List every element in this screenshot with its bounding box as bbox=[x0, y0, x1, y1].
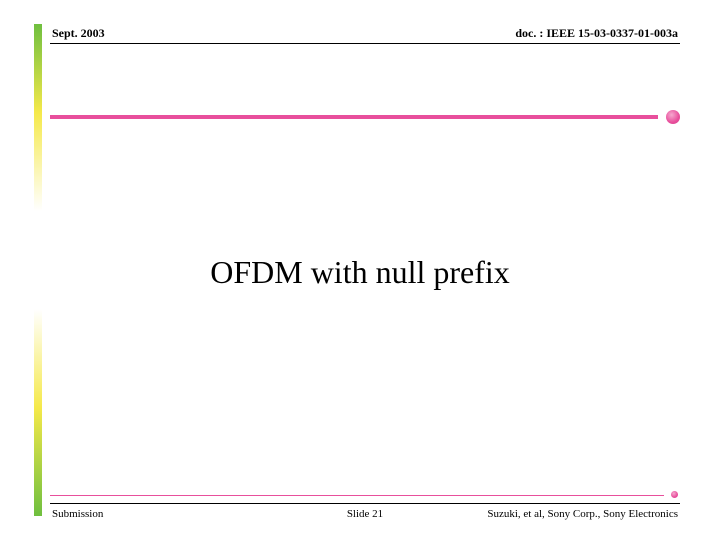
header-doc-id: doc. : IEEE 15-03-0337-01-003a bbox=[515, 26, 678, 41]
footer-slide-number: Slide 21 bbox=[50, 508, 680, 520]
title-accent bbox=[50, 110, 680, 122]
footer-accent-dot-icon bbox=[671, 491, 678, 498]
footer-accent-line bbox=[50, 495, 664, 497]
accent-line bbox=[50, 115, 658, 119]
accent-dot-icon bbox=[666, 110, 680, 124]
slide-footer: Submission Slide 21 Suzuki, et al, Sony … bbox=[50, 506, 680, 522]
footer-divider bbox=[50, 503, 680, 504]
slide-title: OFDM with null prefix bbox=[0, 254, 720, 291]
header-date: Sept. 2003 bbox=[52, 26, 105, 41]
slide-header: Sept. 2003 doc. : IEEE 15-03-0337-01-003… bbox=[50, 24, 680, 44]
footer-accent bbox=[50, 490, 680, 498]
